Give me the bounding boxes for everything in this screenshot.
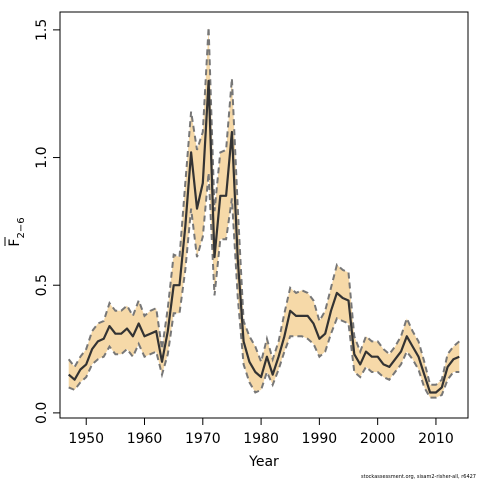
y-axis-title-main: F — [7, 239, 23, 247]
footer-credit: stockassessment.org, sisam2-risher-all, … — [361, 474, 476, 480]
x-tick-label: 1990 — [302, 431, 338, 447]
x-tick-label: 2000 — [360, 431, 396, 447]
x-tick-label: 1970 — [185, 431, 221, 447]
svg-text:F2−6: F2−6 — [7, 217, 27, 246]
y-tick-label: 0.0 — [34, 402, 50, 424]
x-axis-title: Year — [248, 454, 279, 470]
upper-bound-line — [67, 27, 460, 386]
y-axis-title-sub: 2−6 — [16, 217, 27, 238]
plot-layer — [67, 27, 460, 399]
y-tick-label: 0.5 — [34, 274, 50, 296]
y-tick-label: 1.5 — [34, 19, 50, 41]
x-tick-label: 1960 — [127, 431, 163, 447]
y-axis-title: F2−6 — [4, 217, 27, 247]
y-axis: 0.0 0.5 1.0 1.5 — [34, 19, 61, 424]
x-axis: 1950 1960 1970 1980 1990 2000 2010 — [68, 417, 454, 447]
x-tick-label: 1950 — [68, 431, 104, 447]
estimate-line — [67, 79, 460, 394]
x-tick-label: 1980 — [243, 431, 279, 447]
y-tick-label: 1.0 — [34, 146, 50, 168]
x-tick-label: 2010 — [418, 431, 454, 447]
lower-bound-line — [68, 172, 460, 399]
